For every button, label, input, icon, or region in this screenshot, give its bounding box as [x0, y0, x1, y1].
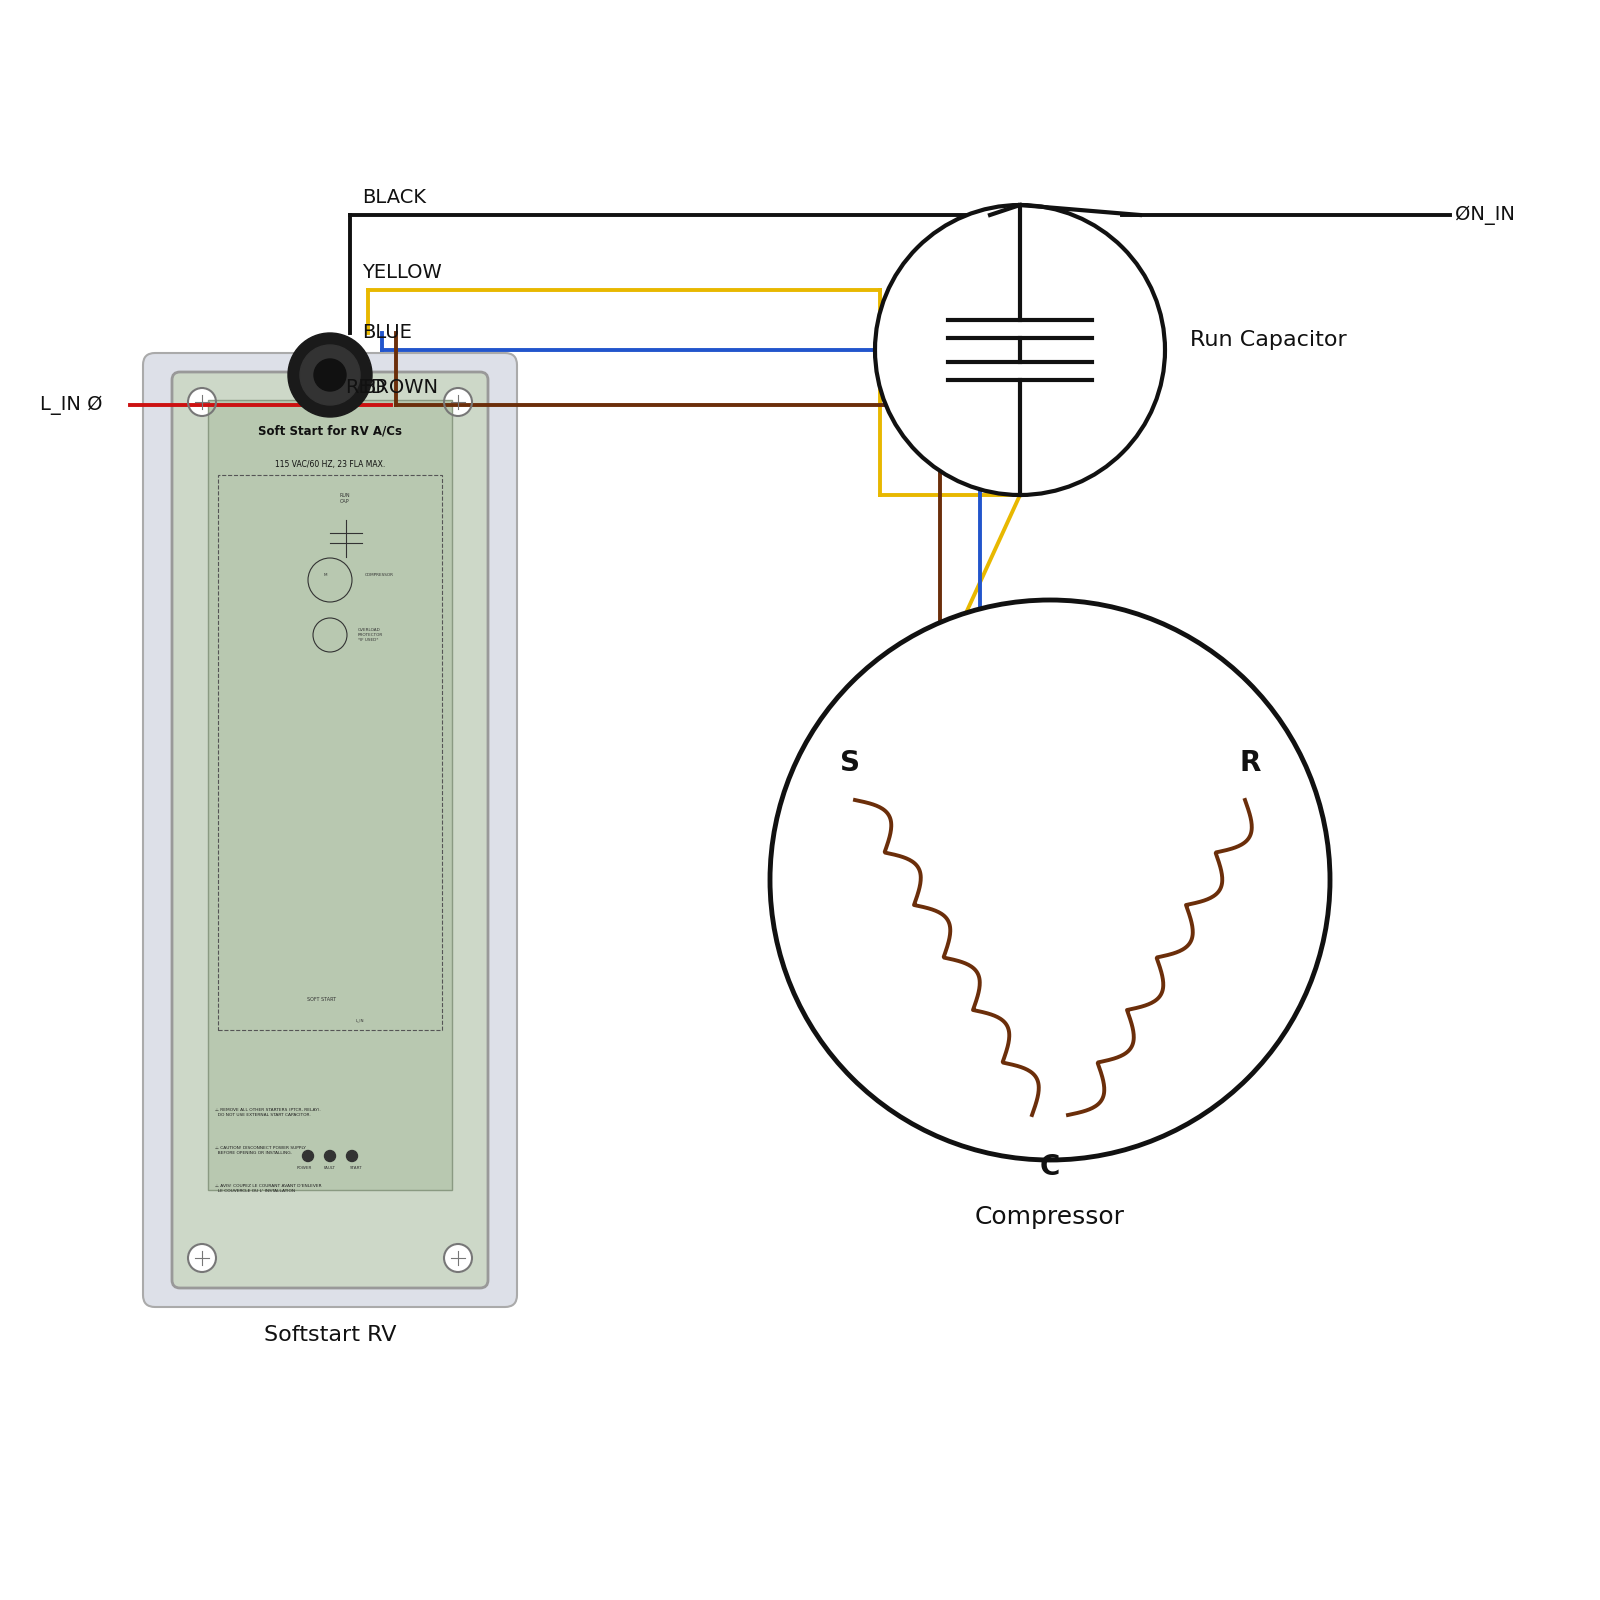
Circle shape: [445, 1245, 472, 1272]
Circle shape: [445, 387, 472, 416]
Circle shape: [875, 205, 1165, 494]
Text: BROWN: BROWN: [362, 378, 438, 397]
Text: L_IN: L_IN: [355, 1018, 365, 1022]
Text: COMPRESSOR: COMPRESSOR: [365, 573, 394, 578]
FancyBboxPatch shape: [173, 371, 488, 1288]
Text: R: R: [1240, 749, 1261, 778]
Circle shape: [189, 1245, 216, 1272]
Circle shape: [347, 1150, 357, 1162]
Text: Softstart RV: Softstart RV: [264, 1325, 397, 1346]
Text: L_IN Ø: L_IN Ø: [40, 395, 102, 414]
Text: YELLOW: YELLOW: [362, 262, 442, 282]
Text: POWER: POWER: [296, 1166, 312, 1170]
Text: RED: RED: [346, 378, 386, 397]
Text: ⚠ CAUTION! DISCONNECT POWER SUPPLY
  BEFORE OPENING OR INSTALLING.: ⚠ CAUTION! DISCONNECT POWER SUPPLY BEFOR…: [214, 1146, 306, 1155]
Text: C: C: [1040, 1154, 1061, 1181]
Bar: [218, 475, 442, 1030]
Text: Compressor: Compressor: [974, 1205, 1125, 1229]
Text: M: M: [323, 573, 326, 578]
Text: START: START: [350, 1166, 362, 1170]
Text: 115 VAC/60 HZ, 23 FLA MAX.: 115 VAC/60 HZ, 23 FLA MAX.: [275, 461, 386, 469]
Text: OVERLOAD
PROTECTOR
*IF USED*: OVERLOAD PROTECTOR *IF USED*: [358, 629, 384, 642]
Text: S: S: [840, 749, 861, 778]
Circle shape: [189, 387, 216, 416]
Text: FAULT: FAULT: [323, 1166, 336, 1170]
FancyBboxPatch shape: [142, 354, 517, 1307]
Circle shape: [302, 1150, 314, 1162]
Circle shape: [301, 346, 360, 405]
Circle shape: [314, 358, 346, 390]
Text: BLACK: BLACK: [362, 187, 426, 206]
Text: Run Capacitor: Run Capacitor: [1190, 330, 1347, 350]
Circle shape: [288, 333, 371, 418]
Text: Soft Start for RV A/Cs: Soft Start for RV A/Cs: [258, 426, 402, 438]
Text: SOFT START: SOFT START: [307, 997, 336, 1003]
Text: ⚠ REMOVE ALL OTHER STARTERS (PTCR, RELAY).
  DO NOT USE EXTERNAL START CAPACITOR: ⚠ REMOVE ALL OTHER STARTERS (PTCR, RELAY…: [214, 1107, 320, 1117]
Text: RUN
CAP: RUN CAP: [339, 493, 350, 504]
FancyBboxPatch shape: [208, 400, 451, 1190]
Text: ØN_IN: ØN_IN: [1454, 205, 1515, 224]
Circle shape: [770, 600, 1330, 1160]
Text: ⚠ AVIS! COUPEZ LE COURANT AVANT D'ENLEVER
  LE COUVERCLE OU L' INSTALLATION: ⚠ AVIS! COUPEZ LE COURANT AVANT D'ENLEVE…: [214, 1184, 322, 1192]
Text: BLUE: BLUE: [362, 323, 411, 342]
Circle shape: [325, 1150, 336, 1162]
